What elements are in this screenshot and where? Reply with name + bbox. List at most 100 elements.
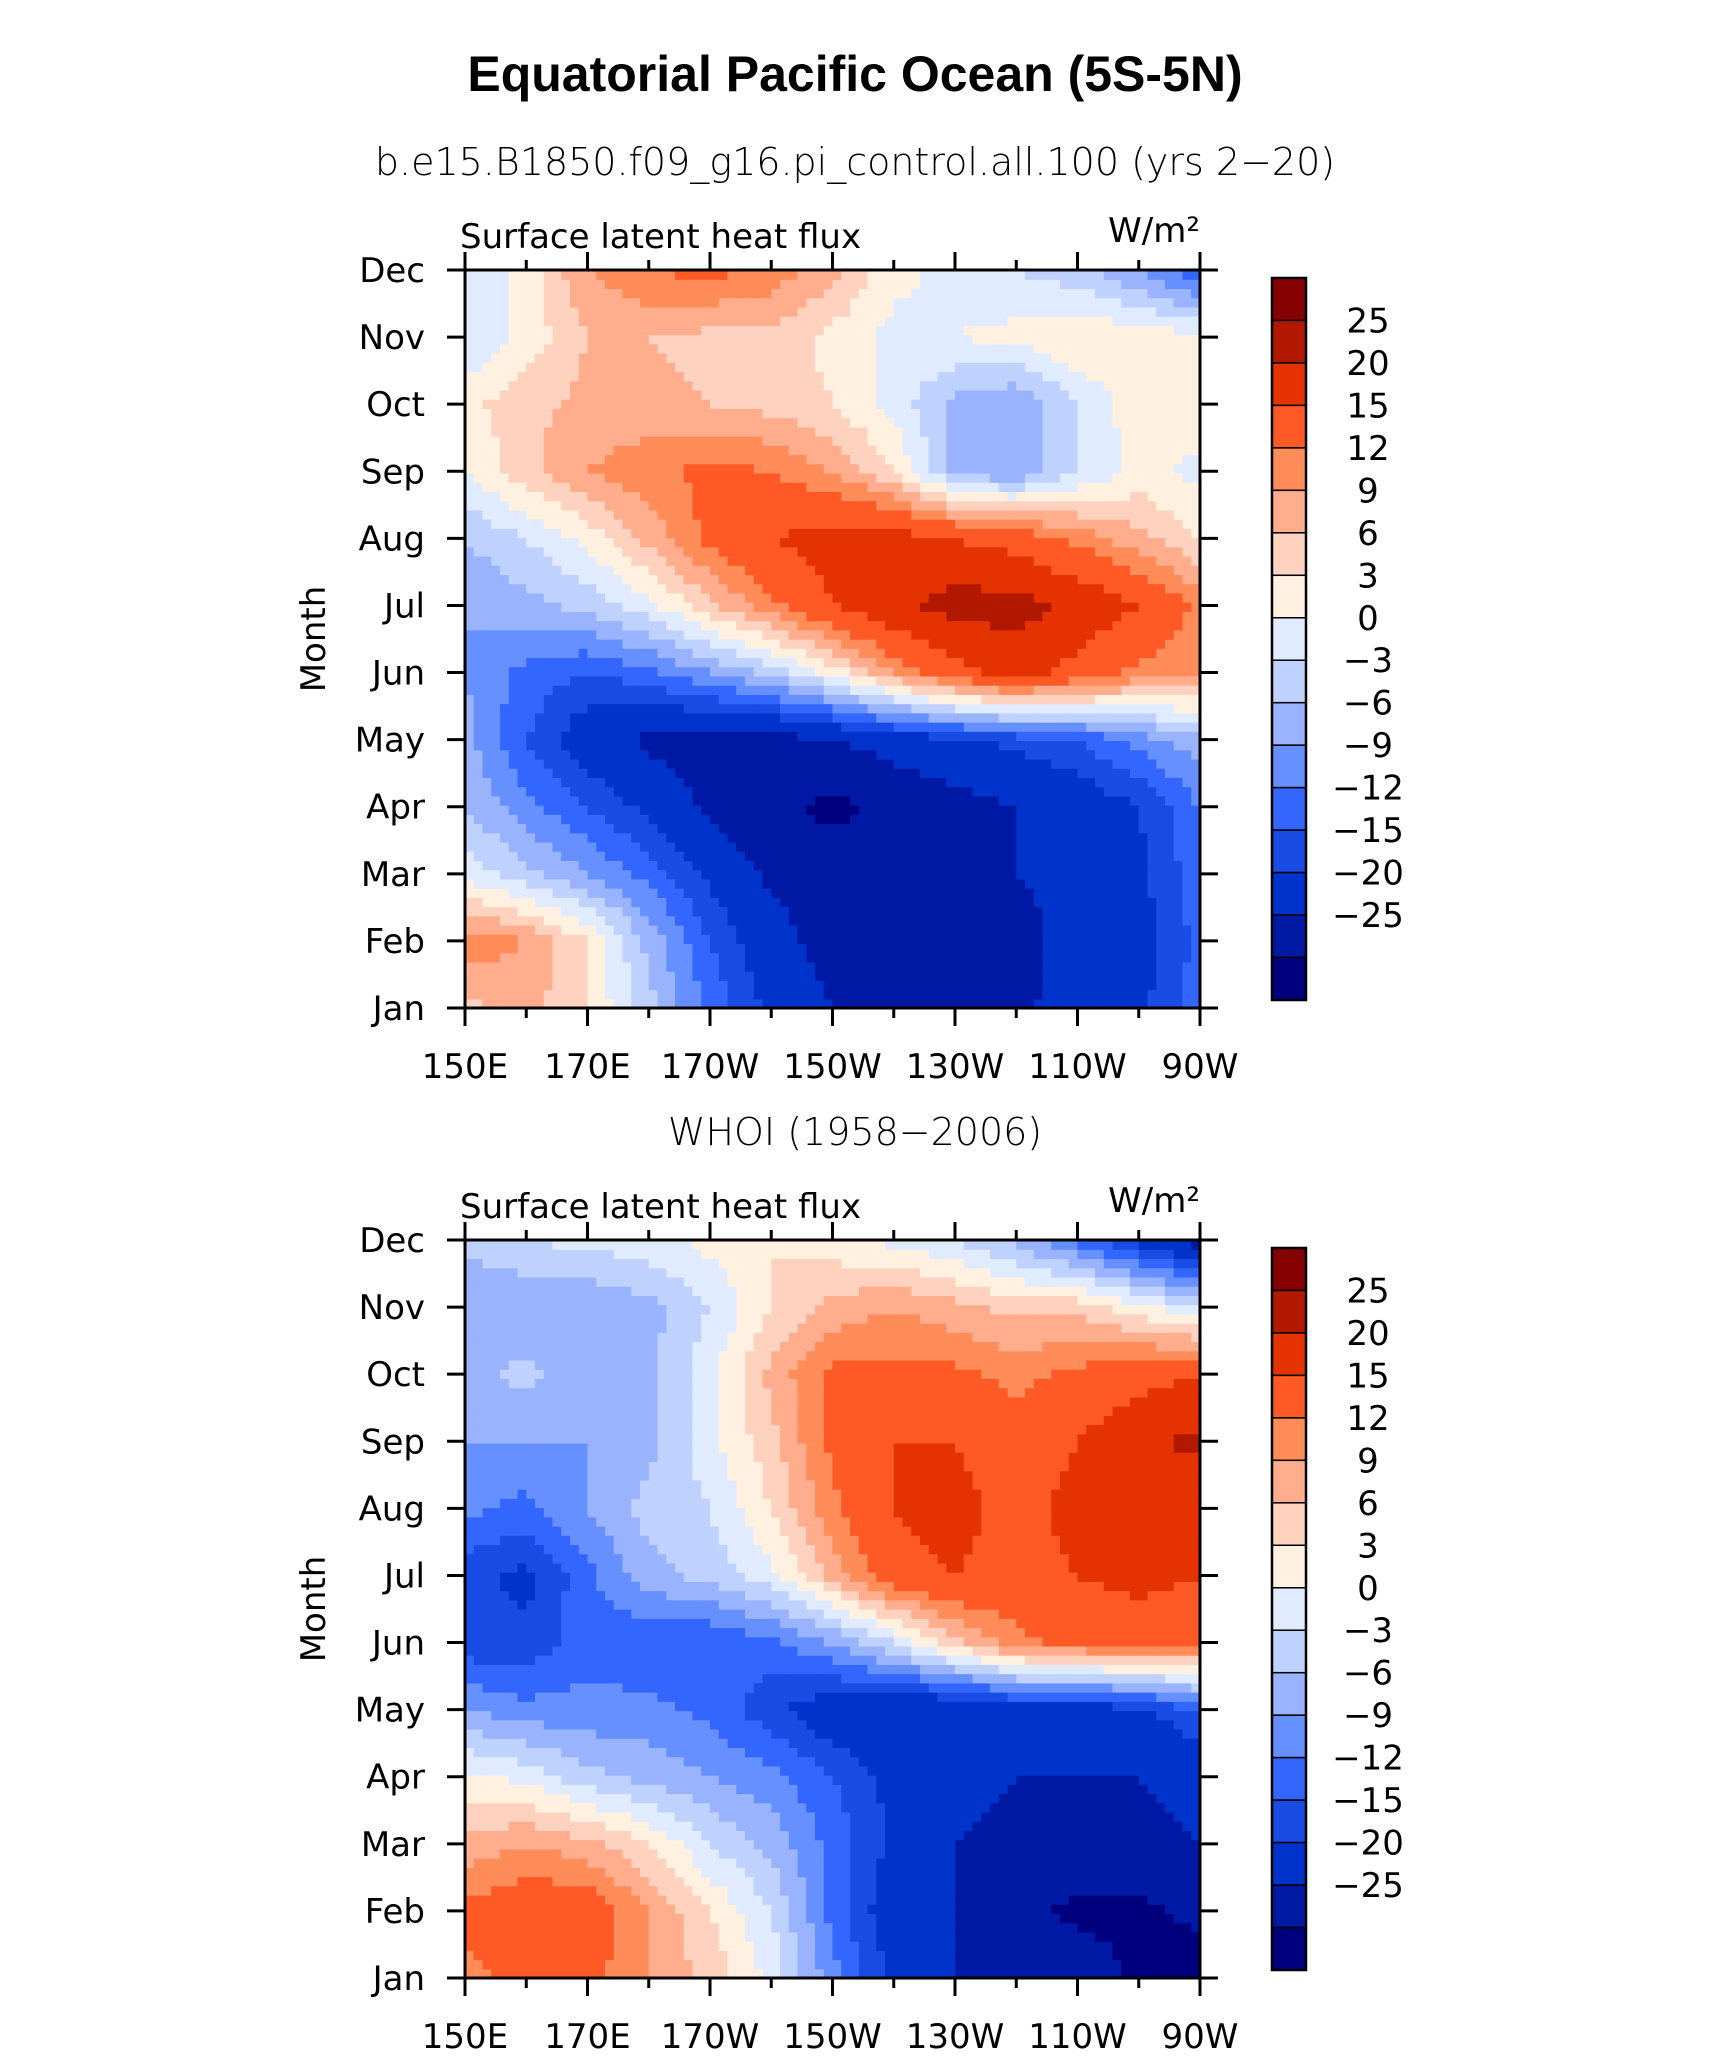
contour-cell xyxy=(500,841,510,852)
contour-cell xyxy=(998,648,1009,659)
contour-cell xyxy=(631,795,641,806)
contour-cell xyxy=(622,749,632,760)
contour-cell xyxy=(990,685,1000,695)
contour-cell xyxy=(1077,749,1087,760)
contour-cell xyxy=(1007,712,1017,723)
contour-cell xyxy=(1165,823,1175,834)
contour-cell xyxy=(928,980,939,991)
contour-cell xyxy=(640,472,650,483)
contour-cell xyxy=(1068,841,1079,852)
contour-cell xyxy=(561,989,571,1000)
contour-cell xyxy=(850,961,860,972)
contour-cell xyxy=(561,602,571,612)
contour-cell xyxy=(508,565,519,576)
contour-cell xyxy=(622,509,632,520)
contour-cell xyxy=(955,878,965,889)
contour-cell xyxy=(596,555,606,566)
contour-cell xyxy=(1095,685,1105,695)
contour-cell xyxy=(990,878,1000,889)
contour-cell xyxy=(771,805,781,815)
contour-cell xyxy=(526,860,536,871)
contour-cell xyxy=(1191,592,1201,603)
contour-cell xyxy=(885,703,895,714)
contour-cell xyxy=(885,805,895,815)
contour-cell xyxy=(718,943,729,954)
contour-cell xyxy=(823,851,834,861)
contour-cell xyxy=(570,740,580,751)
contour-cell xyxy=(710,832,720,843)
contour-cell xyxy=(832,528,842,539)
contour-cell xyxy=(718,602,729,612)
contour-cell xyxy=(1103,980,1114,991)
contour-cell xyxy=(570,795,580,806)
contour-cell xyxy=(815,463,825,474)
contour-cell xyxy=(788,989,799,1000)
contour-cell xyxy=(1077,989,1087,1000)
contour-cell xyxy=(543,629,554,640)
contour-cell xyxy=(692,971,702,981)
contour-cell xyxy=(998,546,1009,557)
contour-cell xyxy=(1121,472,1131,483)
contour-cell xyxy=(613,565,624,576)
contour-cell xyxy=(998,971,1009,981)
contour-cell xyxy=(1060,611,1070,622)
contour-cell xyxy=(1147,961,1157,972)
contour-cell xyxy=(1007,998,1017,1009)
contour-cell xyxy=(508,768,519,778)
contour-cell xyxy=(640,620,650,631)
contour-cell xyxy=(780,592,790,603)
contour-cell xyxy=(1130,648,1140,659)
contour-cell xyxy=(561,722,571,732)
contour-cell xyxy=(482,768,492,778)
contour-cell xyxy=(998,786,1009,797)
contour-cell xyxy=(631,491,641,502)
contour-cell xyxy=(990,860,1000,871)
contour-cell xyxy=(1182,648,1192,659)
contour-cell xyxy=(1025,934,1035,945)
contour-cell xyxy=(963,860,974,871)
contour-cell xyxy=(1138,924,1149,935)
contour-cell xyxy=(850,768,860,778)
contour-cell xyxy=(1165,555,1175,566)
contour-cell xyxy=(981,740,991,751)
contour-cell xyxy=(1165,694,1175,705)
contour-cell xyxy=(727,758,737,769)
contour-cell xyxy=(806,648,816,659)
contour-cell xyxy=(535,675,545,686)
contour-cell xyxy=(1086,463,1096,474)
contour-cell xyxy=(578,934,589,945)
contour-cell xyxy=(753,472,764,483)
contour-cell xyxy=(473,537,484,548)
contour-cell xyxy=(666,620,676,631)
contour-cell xyxy=(832,971,842,981)
contour-cell xyxy=(981,602,991,612)
contour-cell xyxy=(1077,574,1087,585)
contour-cell xyxy=(867,989,877,1000)
contour-cell xyxy=(1165,639,1175,649)
contour-cell xyxy=(1060,685,1070,695)
contour-cell xyxy=(788,841,799,852)
contour-cell xyxy=(613,814,624,825)
contour-cell xyxy=(1182,574,1192,585)
contour-cell xyxy=(753,454,764,465)
contour-cell xyxy=(858,952,869,963)
contour-cell xyxy=(683,537,694,548)
contour-cell xyxy=(990,795,1000,806)
contour-cell xyxy=(631,592,641,603)
contour-cell xyxy=(867,814,877,825)
contour-cell xyxy=(666,657,676,668)
contour-cell xyxy=(605,860,615,871)
contour-cell xyxy=(675,888,685,898)
contour-cell xyxy=(876,519,886,529)
contour-cell xyxy=(780,555,790,566)
contour-cell xyxy=(692,500,702,511)
contour-cell xyxy=(1112,805,1122,815)
contour-cell xyxy=(867,592,877,603)
contour-cell xyxy=(972,989,982,1000)
contour-cell xyxy=(727,924,737,935)
contour-cell xyxy=(753,758,764,769)
contour-cell xyxy=(753,897,764,908)
contour-cell xyxy=(683,851,694,861)
contour-cell xyxy=(622,648,632,659)
contour-cell xyxy=(911,583,921,594)
